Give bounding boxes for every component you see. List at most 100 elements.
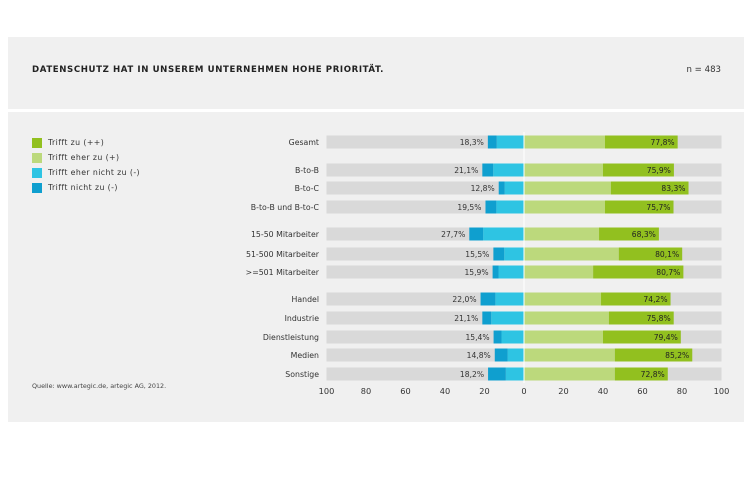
bar-segment-disagree [505,367,524,381]
sample-size: n = 483 [686,65,721,75]
bar-segment-strong-disagree [469,227,484,241]
bar-segment-very-agree [603,330,681,344]
x-tick-label: 100 [319,386,335,396]
bar-segment-strong-disagree [493,330,502,344]
category-label: Gesamt [289,138,319,147]
positive-total-label: 75,8% [647,314,671,323]
bar-segment-strong-disagree [480,292,496,306]
bar-segment-very-agree [599,227,659,241]
x-tick-label: 40 [598,386,608,396]
x-tick-label: 80 [677,386,687,396]
bar-segment-disagree [496,135,524,149]
legend-item-agree: Trifft eher zu (+) [32,150,140,165]
x-tick-label: 100 [714,386,730,396]
bar-segment-strong-disagree [482,163,494,177]
bar-segment-strong-disagree [482,311,492,325]
positive-total-label: 75,9% [647,166,671,175]
header-panel: DATENSCHUTZ HAT IN UNSEREM UNTERNEHMEN H… [8,37,744,109]
negative-total-label: 14,8% [467,351,491,360]
negative-total-label: 22,0% [452,295,476,304]
legend-item-disagree: Trifft eher nicht zu (-) [32,165,140,180]
bar-segment-disagree [483,227,524,241]
negative-total-label: 21,1% [454,166,478,175]
bar-segment-disagree [496,200,524,214]
legend-label-disagree: Trifft eher nicht zu (-) [48,168,140,177]
legend-swatch-disagree [32,167,42,178]
bar-segment-agree [524,367,615,381]
bar-segment-very-agree [614,367,668,381]
bar-segment-strong-disagree [492,265,499,279]
bar-segment-agree [524,163,603,177]
category-label: 51-500 Mitarbeiter [246,250,320,259]
negative-total-label: 18,2% [460,370,484,379]
bar-segment-agree [524,311,609,325]
x-tick-label: 40 [440,386,450,396]
bar-segment-strong-disagree [493,247,505,261]
negative-total-label: 15,5% [465,250,489,259]
positive-total-label: 74,2% [643,295,667,304]
bar-segment-agree [524,227,600,241]
x-tick-label: 60 [637,386,647,396]
bar-segment-very-agree [603,163,674,177]
bar-segment-very-agree [604,135,678,149]
category-label: Handel [292,295,320,304]
category-label: B-to-B [295,166,319,175]
positive-total-label: 75,7% [646,203,670,212]
category-label: >=501 Mitarbeiter [246,268,320,277]
category-label: Medien [291,351,319,360]
category-label: B-to-C [295,184,320,193]
positive-total-label: 85,2% [665,351,689,360]
legend-item-strong-disagree: Trifft nicht zu (-) [32,180,140,195]
x-tick-label: 20 [558,386,568,396]
bar-segment-strong-disagree [498,181,505,195]
negative-total-label: 15,4% [465,333,489,342]
category-label: Sonstige [285,370,319,379]
category-label: B-to-B und B-to-C [251,203,320,212]
bar-segment-agree [524,330,603,344]
positive-total-label: 79,4% [654,333,678,342]
bar-segment-disagree [493,163,524,177]
bar-segment-very-agree [614,348,693,362]
legend-swatch-very-agree [32,137,42,148]
bar-segment-disagree [507,348,524,362]
bar-segment-disagree [498,265,524,279]
negative-total-label: 15,9% [464,268,488,277]
bar-segment-disagree [501,330,524,344]
bar-segment-strong-disagree [488,367,506,381]
legend-item-very-agree: Trifft zu (++) [32,135,140,150]
bar-segment-agree [524,247,619,261]
bar-segment-agree [524,135,605,149]
bar-segment-very-agree [608,311,674,325]
bar-segment-disagree [504,247,524,261]
legend-swatch-agree [32,152,42,163]
bar-segment-very-agree [593,265,684,279]
legend: Trifft zu (++) Trifft eher zu (+) Trifft… [32,135,140,195]
legend-swatch-strong-disagree [32,182,42,193]
x-tick-label: 60 [400,386,410,396]
positive-total-label: 77,8% [651,138,675,147]
negative-total-label: 12,8% [471,184,495,193]
negative-total-label: 27,7% [441,230,465,239]
bar-segment-agree [524,200,605,214]
bar-segment-agree [524,181,611,195]
negative-total-label: 18,3% [460,138,484,147]
bar-segment-disagree [495,292,524,306]
x-tick-label: 20 [479,386,489,396]
category-label: Dienstleistung [263,333,319,342]
positive-total-label: 80,1% [655,250,679,259]
category-label: 15-50 Mitarbeiter [251,230,320,239]
legend-label-agree: Trifft eher zu (+) [48,153,120,162]
legend-label-very-agree: Trifft zu (++) [48,138,105,147]
bar-segment-agree [524,265,594,279]
positive-total-label: 68,3% [632,230,656,239]
source-note: Quelle: www.artegic.de, artegic AG, 2012… [32,382,167,390]
positive-total-label: 72,8% [641,370,665,379]
chart-title: DATENSCHUTZ HAT IN UNSEREM UNTERNEHMEN H… [32,65,385,75]
negative-total-label: 19,5% [457,203,481,212]
bar-segment-very-agree [604,200,674,214]
legend-label-strong-disagree: Trifft nicht zu (-) [48,183,118,192]
x-tick-label: 0 [521,386,526,396]
bar-segment-disagree [504,181,524,195]
bar-segment-strong-disagree [485,200,497,214]
